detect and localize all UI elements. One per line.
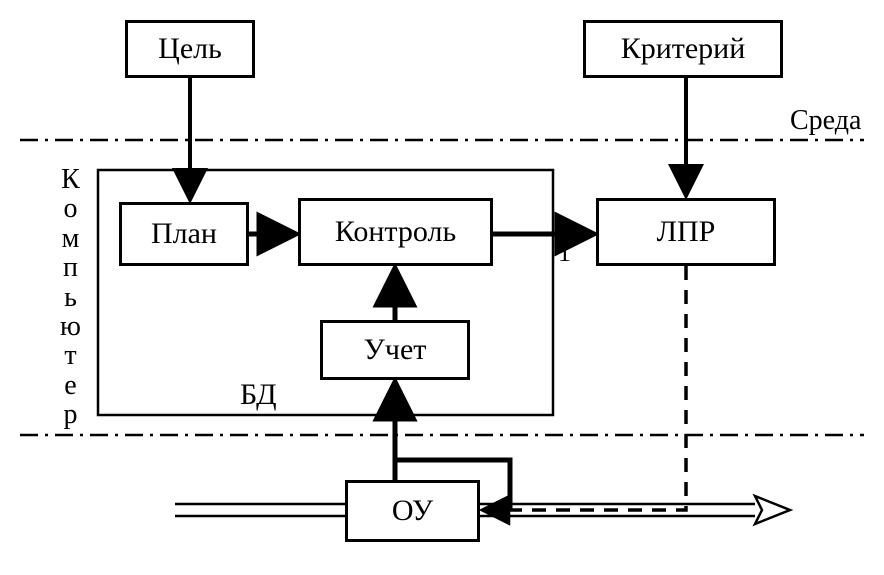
node-account: Учет [320,320,470,380]
node-ou-label: ОУ [392,494,433,528]
node-plan-label: План [151,217,217,251]
node-control-label: Контроль [335,215,456,249]
edge-through-ou [175,496,790,524]
node-goal: Цель [125,20,255,78]
flowchart-diagram: Цель Критерий План Контроль ЛПР Учет ОУ … [0,0,884,575]
edge-lpr-ou [484,266,686,510]
node-lpr: ЛПР [596,198,776,266]
label-db: БД [240,378,277,412]
label-environment: Среда [790,105,861,137]
node-lpr-label: ЛПР [657,215,716,249]
label-edge1: 1 [558,238,571,268]
label-computer: Компьютер [60,165,81,430]
node-goal-label: Цель [158,32,222,66]
node-criteria: Критерий [583,20,783,78]
node-control: Контроль [298,198,493,266]
node-ou: ОУ [345,480,480,542]
node-criteria-label: Критерий [621,32,746,66]
node-plan: План [119,202,249,266]
node-account-label: Учет [364,333,427,367]
